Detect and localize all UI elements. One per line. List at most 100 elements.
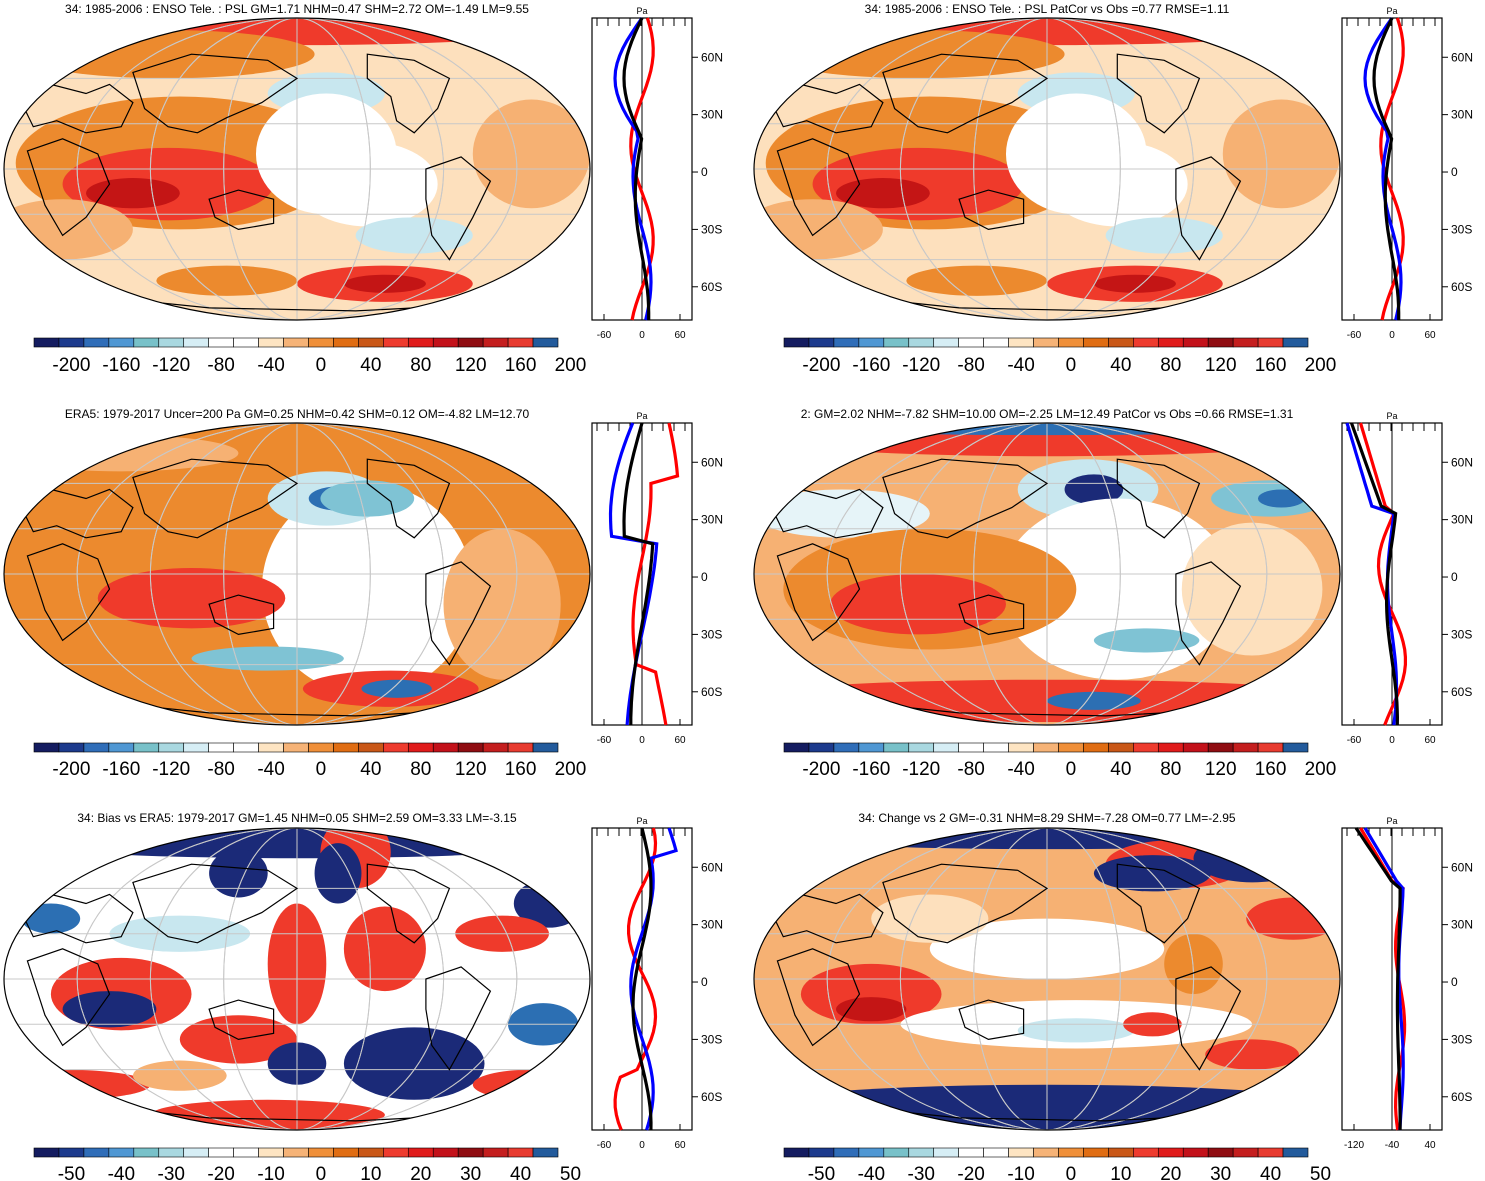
- colorbar-swatch: [1008, 337, 1034, 348]
- profile-lat-label: 60N: [1451, 455, 1473, 469]
- colorbar-swatch: [58, 337, 85, 348]
- profile-line-black: [1372, 17, 1401, 320]
- colorbar-swatch: [482, 1147, 509, 1158]
- profile-lat-label: 60S: [701, 1090, 722, 1104]
- colorbar-swatch: [1282, 337, 1309, 348]
- profile-lat-label: 0: [1451, 165, 1458, 179]
- zonal-profile: Pa 60N 30N 0 30S 60S -60 0 60: [1341, 411, 1473, 746]
- colorbar: -50 -40 -30 -20 -10 0 10 20 30 40 50: [783, 1147, 1331, 1181]
- profile-line-blue: [1363, 17, 1403, 321]
- colorbar-label: -10: [257, 1164, 284, 1181]
- profile-line-blue: [629, 827, 678, 1131]
- colorbar-label: 20: [1160, 1164, 1181, 1181]
- profile-lat-label: 60N: [701, 860, 723, 874]
- colorbar: -200 -160 -120 -80 -40 0 40 80 120 160 200: [33, 337, 586, 376]
- colorbar: -200 -160 -120 -80 -40 0 40 80 120 160 200: [783, 337, 1336, 376]
- colorbar-swatch: [808, 1147, 835, 1158]
- colorbar-swatch: [908, 1147, 935, 1158]
- colorbar-swatch: [1232, 337, 1259, 348]
- colorbar-swatch: [283, 337, 309, 348]
- colorbar-swatch: [1108, 742, 1134, 753]
- colorbar-swatch: [407, 337, 434, 348]
- colorbar-label: 80: [1160, 759, 1181, 780]
- colorbar-label: 40: [1260, 1164, 1281, 1181]
- colorbar: -50 -40 -30 -20 -10 0 10 20 30 40 50: [33, 1147, 581, 1181]
- profile-x-label: -120: [1344, 1140, 1364, 1151]
- profile-lat-label: 60S: [1451, 685, 1472, 699]
- colorbar-swatch: [883, 1147, 910, 1158]
- profile-x-label: 40: [1424, 1140, 1436, 1151]
- profile-unit: Pa: [636, 411, 647, 421]
- colorbar-swatch: [457, 337, 484, 348]
- colorbar-swatch: [1058, 742, 1084, 753]
- profile-line-red: [1358, 422, 1407, 726]
- profile-lat-label: 60N: [701, 50, 723, 64]
- colorbar-swatch: [1133, 337, 1159, 348]
- colorbar-label: 80: [1160, 355, 1181, 376]
- colorbar-label: 0: [1066, 355, 1077, 376]
- profile-line-blue: [613, 17, 653, 321]
- colorbar-label: -160: [102, 355, 140, 376]
- colorbar-label: 10: [1110, 1164, 1131, 1181]
- colorbar: -200 -160 -120 -80 -40 0 40 80 120 160 200: [33, 742, 586, 780]
- colorbar-swatch: [808, 337, 835, 348]
- colorbar-swatch: [532, 742, 559, 753]
- map-field: [754, 18, 1340, 320]
- colorbar-label: 160: [1255, 759, 1287, 780]
- colorbar-label: 0: [316, 759, 327, 780]
- map-field: [754, 423, 1340, 725]
- colorbar-swatch: [158, 337, 185, 348]
- colorbar-label: -120: [902, 355, 940, 376]
- colorbar-label: -80: [957, 355, 984, 376]
- colorbar-swatch: [1182, 742, 1209, 753]
- profile-lat-label: 60S: [1451, 280, 1472, 294]
- colorbar-label: -120: [152, 355, 190, 376]
- profile-lat-label: 0: [701, 165, 708, 179]
- colorbar-label: -40: [858, 1164, 885, 1181]
- colorbar-label: 120: [455, 355, 487, 376]
- colorbar-swatch: [1257, 337, 1284, 348]
- colorbar-swatch: [1207, 1147, 1234, 1158]
- colorbar-label: 30: [1210, 1164, 1231, 1181]
- colorbar-swatch: [333, 1147, 359, 1158]
- colorbar-swatch: [1157, 337, 1184, 348]
- colorbar-label: -200: [802, 759, 840, 780]
- colorbar-label: -160: [102, 759, 140, 780]
- profile-lat-label: 60N: [701, 455, 723, 469]
- colorbar-swatch: [1083, 742, 1109, 753]
- panel-title: 34: 1985-2006 : ENSO Tele. : PSL GM=1.71…: [65, 2, 529, 16]
- colorbar-swatch: [58, 742, 85, 753]
- colorbar-label: -160: [852, 355, 890, 376]
- profile-x-label: -60: [597, 735, 612, 746]
- colorbar-swatch: [432, 337, 459, 348]
- profile-x-label: -60: [597, 1140, 612, 1151]
- colorbar-label: 200: [1305, 759, 1337, 780]
- colorbar-swatch: [908, 742, 935, 753]
- profile-lat-label: 60N: [1451, 50, 1473, 64]
- profile-line-black: [622, 17, 651, 320]
- colorbar-swatch: [1207, 337, 1234, 348]
- map-border: [3, 422, 591, 726]
- zonal-profile: Pa 60N 30N 0 30S 60S -120 -40 40: [1341, 816, 1473, 1151]
- map-field: [4, 423, 590, 725]
- colorbar-label: -40: [108, 1164, 135, 1181]
- colorbar-label: -120: [152, 759, 190, 780]
- colorbar-swatch: [1033, 1147, 1059, 1158]
- colorbar-swatch: [908, 337, 935, 348]
- colorbar-swatch: [358, 742, 384, 753]
- colorbar-label: -80: [207, 355, 234, 376]
- colorbar-swatch: [133, 742, 160, 753]
- colorbar-label: 40: [510, 1164, 531, 1181]
- profile-lat-label: 60S: [701, 685, 722, 699]
- colorbar-label: 0: [316, 355, 327, 376]
- colorbar-label: 40: [360, 759, 381, 780]
- profile-lat-label: 0: [1451, 975, 1458, 989]
- colorbar-label: 0: [316, 1164, 327, 1181]
- profile-lat-label: 30N: [1451, 513, 1473, 527]
- colorbar-swatch: [958, 742, 984, 753]
- colorbar-swatch: [333, 337, 359, 348]
- graticule: [754, 18, 1340, 320]
- colorbar-swatch: [1207, 742, 1234, 753]
- colorbar-swatch: [1282, 742, 1309, 753]
- colorbar-swatch: [983, 742, 1009, 753]
